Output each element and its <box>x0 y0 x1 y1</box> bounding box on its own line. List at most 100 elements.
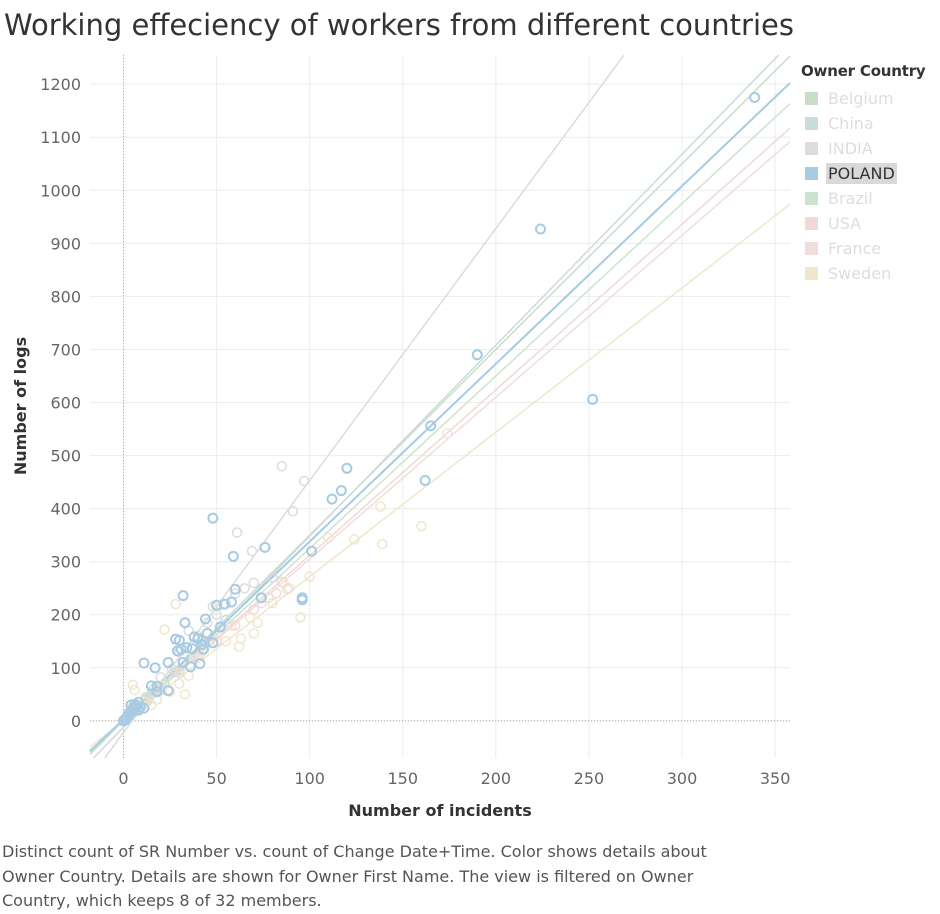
legend-label: INDIA <box>828 139 873 158</box>
data-point-france[interactable] <box>256 597 267 609</box>
y-tick-label: 1200 <box>40 75 81 94</box>
y-tick-label: 500 <box>50 447 81 466</box>
data-point-poland[interactable] <box>211 599 223 611</box>
data-point-poland[interactable] <box>306 545 318 557</box>
y-tick-label: 200 <box>50 606 81 625</box>
legend-item-sweden[interactable]: Sweden <box>801 261 940 286</box>
data-point-sweden[interactable] <box>252 617 263 628</box>
data-point-sweden[interactable] <box>211 604 222 615</box>
data-point-poland[interactable] <box>170 633 182 645</box>
data-point-india[interactable] <box>287 506 299 517</box>
data-point-poland[interactable] <box>149 662 161 674</box>
data-point-sweden[interactable] <box>295 612 306 623</box>
data-point-india[interactable] <box>298 475 310 487</box>
data-point-poland[interactable] <box>138 657 150 669</box>
data-point-poland[interactable] <box>207 512 219 524</box>
legend-item-poland[interactable]: POLAND <box>801 161 940 186</box>
legend-item-usa[interactable]: USA <box>801 211 940 236</box>
data-point-poland[interactable] <box>296 594 308 606</box>
data-point-poland[interactable] <box>335 485 347 497</box>
data-point-poland[interactable] <box>179 617 191 629</box>
data-point-poland[interactable] <box>177 590 189 602</box>
data-point-sweden[interactable] <box>159 624 170 635</box>
trend-line-belgium <box>89 55 791 755</box>
data-point-poland[interactable] <box>207 637 219 649</box>
data-point-poland[interactable] <box>186 643 198 655</box>
data-point-poland[interactable] <box>177 656 189 668</box>
data-point-usa[interactable] <box>174 667 185 679</box>
data-point-sweden[interactable] <box>244 612 256 623</box>
x-tick-label: 350 <box>760 769 791 788</box>
data-point-poland[interactable] <box>194 658 206 670</box>
legend-item-brazil[interactable]: Brazil <box>801 186 940 211</box>
legend-item-france[interactable]: France <box>801 236 940 261</box>
data-point-sweden[interactable] <box>226 620 237 631</box>
data-point-poland[interactable] <box>419 475 431 487</box>
data-point-sweden[interactable] <box>375 501 386 512</box>
data-point-sweden[interactable] <box>248 628 260 639</box>
data-point-sweden[interactable] <box>235 633 247 644</box>
data-point-sweden[interactable] <box>323 532 334 544</box>
data-point-poland[interactable] <box>162 656 174 668</box>
data-point-sweden[interactable] <box>179 689 191 700</box>
data-point-poland[interactable] <box>341 462 353 474</box>
data-point-poland[interactable] <box>181 642 193 654</box>
data-point-india[interactable] <box>231 527 243 538</box>
data-point-sweden[interactable] <box>304 571 315 582</box>
data-point-sweden[interactable] <box>174 678 185 689</box>
data-point-poland[interactable] <box>151 680 163 692</box>
x-tick-label: 150 <box>387 769 418 788</box>
data-point-usa[interactable] <box>229 620 241 631</box>
data-point-india[interactable] <box>239 582 250 594</box>
data-point-sweden[interactable] <box>170 598 181 610</box>
data-point-poland[interactable] <box>162 685 174 697</box>
data-point-poland[interactable] <box>255 592 267 604</box>
data-point-poland[interactable] <box>229 583 241 595</box>
data-point-poland[interactable] <box>218 598 230 610</box>
data-point-india[interactable] <box>246 545 258 557</box>
data-point-sweden[interactable] <box>183 670 194 682</box>
data-point-sweden[interactable] <box>416 520 427 532</box>
data-point-poland[interactable] <box>259 541 271 553</box>
legend-item-china[interactable]: China <box>801 111 940 136</box>
data-point-poland[interactable] <box>749 91 761 103</box>
data-point-poland[interactable] <box>188 631 200 643</box>
x-tick-label: 100 <box>294 769 325 788</box>
data-point-sweden[interactable] <box>283 582 295 594</box>
zero-reference-lines <box>90 55 790 758</box>
data-point-india[interactable] <box>248 577 260 589</box>
data-point-sweden[interactable] <box>377 538 388 550</box>
y-tick-label: 700 <box>50 340 81 359</box>
data-point-poland[interactable] <box>425 420 437 432</box>
data-point-poland[interactable] <box>471 349 483 361</box>
data-point-poland[interactable] <box>227 550 239 562</box>
y-tick-label: 1000 <box>40 181 81 200</box>
legend-label: France <box>828 239 882 258</box>
data-point-poland[interactable] <box>201 627 213 639</box>
data-point-sweden[interactable] <box>349 534 360 545</box>
data-point-poland[interactable] <box>151 686 163 698</box>
data-point-sweden[interactable] <box>151 694 163 705</box>
data-point-poland[interactable] <box>535 223 547 235</box>
data-point-sweden[interactable] <box>267 597 278 609</box>
data-point-poland[interactable] <box>118 715 130 727</box>
data-point-sweden[interactable] <box>442 428 453 439</box>
data-point-india[interactable] <box>267 572 278 583</box>
data-point-poland[interactable] <box>326 493 338 505</box>
x-axis-title: Number of incidents <box>348 801 531 820</box>
data-point-poland[interactable] <box>214 621 226 633</box>
data-point-sweden[interactable] <box>278 577 289 589</box>
trend-line-china <box>92 54 780 759</box>
data-point-poland[interactable] <box>587 393 599 405</box>
legend-item-belgium[interactable]: Belgium <box>801 86 940 111</box>
data-point-india[interactable] <box>276 460 288 472</box>
data-point-sweden[interactable] <box>220 636 232 647</box>
legend-item-india[interactable]: INDIA <box>801 136 940 161</box>
data-point-poland[interactable] <box>225 596 237 608</box>
data-point-poland[interactable] <box>145 680 157 692</box>
data-point-sweden[interactable] <box>129 684 140 696</box>
data-point-poland[interactable] <box>199 613 211 625</box>
data-point-sweden[interactable] <box>127 679 139 691</box>
data-point-poland[interactable] <box>172 645 183 657</box>
data-point-china[interactable] <box>220 614 232 626</box>
